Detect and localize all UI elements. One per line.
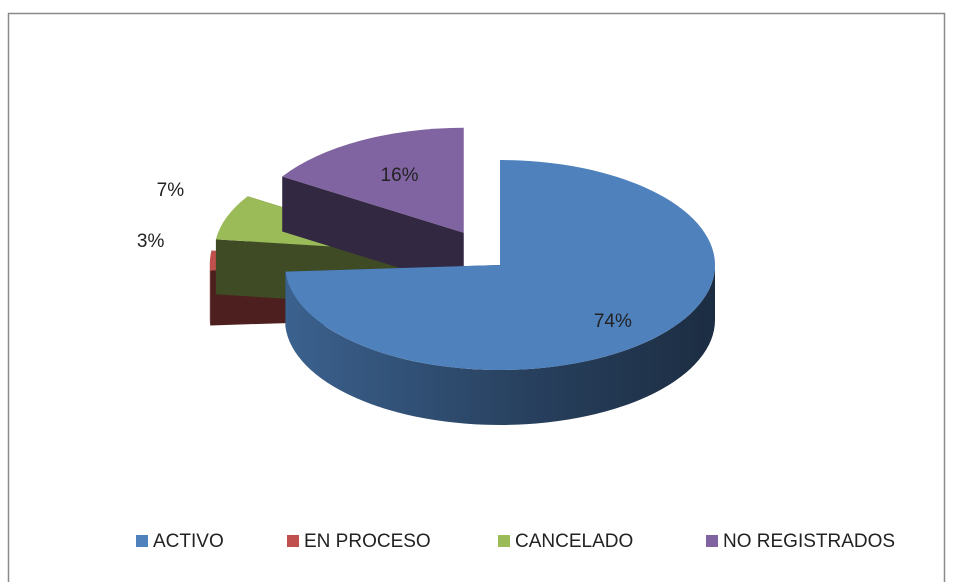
data-label: 74% — [594, 311, 632, 332]
legend-label: ACTIVO — [153, 531, 224, 552]
slice-cut-wall — [282, 176, 464, 288]
legend-label: CANCELADO — [515, 531, 633, 552]
legend-label: NO REGISTRADOS — [723, 531, 895, 552]
legend-label: EN PROCESO — [304, 531, 431, 552]
data-label: 3% — [137, 231, 165, 252]
legend: ACTIVO EN PROCESO CANCELADO NO REGISTRADOS — [136, 531, 895, 552]
slice-top — [285, 160, 716, 370]
legend-swatch — [706, 535, 718, 547]
pie-slice — [285, 160, 716, 425]
slice-top — [282, 127, 464, 233]
legend-swatch — [498, 535, 510, 547]
data-label: 16% — [381, 165, 419, 186]
pie-slice — [282, 127, 464, 288]
slice-side-wall — [285, 265, 715, 425]
legend-swatch — [287, 535, 299, 547]
data-label: 7% — [157, 180, 185, 201]
legend-swatch — [136, 535, 148, 547]
